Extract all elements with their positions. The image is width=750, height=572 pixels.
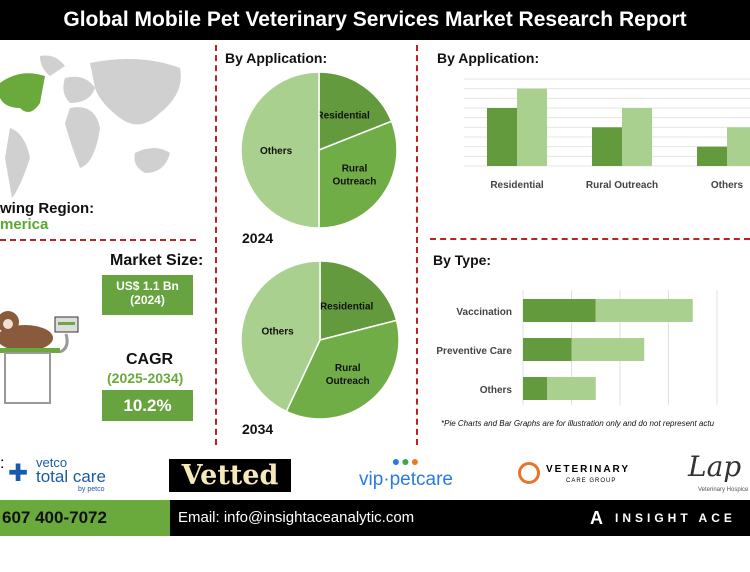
insightace-logo-icon: A bbox=[590, 508, 603, 528]
hbar-chart-title: By Type: bbox=[433, 252, 492, 268]
pie-year-2024: 2024 bbox=[242, 230, 274, 246]
dog-on-table-illustration bbox=[0, 311, 79, 404]
y-tick-label: Preventive Care bbox=[436, 346, 512, 357]
disclaimer: *Pie Charts and Bar Graphs are for illus… bbox=[441, 419, 715, 428]
stacked-bar-chart: Vaccination Preventive Care Others bbox=[436, 290, 718, 405]
bar-rural-outreach bbox=[622, 108, 652, 166]
pie-label: Outreach bbox=[326, 376, 370, 387]
brand-name: INSIGHT ACE A bbox=[615, 511, 736, 561]
vetted-logo: Vetted bbox=[169, 459, 291, 492]
market-size-label: Market Size: bbox=[110, 252, 204, 269]
cagr-label: CAGR bbox=[126, 351, 174, 368]
pie-slice-rural-outreach bbox=[285, 319, 400, 420]
pie-slice-rural-outreach bbox=[318, 120, 398, 229]
bar-others bbox=[697, 146, 727, 166]
divider bbox=[416, 45, 418, 445]
bar-others bbox=[547, 377, 596, 400]
divider bbox=[0, 239, 196, 241]
lap-of-love-logo: Lap of bbox=[688, 450, 750, 483]
region-value: merica bbox=[0, 216, 49, 233]
pie-slice-others bbox=[240, 71, 320, 229]
paw-icon bbox=[518, 462, 540, 484]
world-map bbox=[0, 55, 181, 198]
x-tick-label: Others bbox=[711, 180, 744, 191]
x-tick-label: Rural Outreach bbox=[586, 180, 658, 191]
email: Email: info@insightaceanalytic.com bbox=[178, 509, 415, 526]
bar-others bbox=[523, 377, 548, 400]
pie-label: Residential bbox=[316, 111, 370, 122]
pie-slice-residential bbox=[318, 71, 393, 152]
bar-vaccination bbox=[523, 299, 596, 322]
vetco-logo: ✚ vetco total care by petco bbox=[8, 455, 106, 493]
region-label: wing Region: bbox=[0, 200, 95, 217]
pie-label: Rural bbox=[335, 363, 361, 374]
x-tick-label: Residential bbox=[490, 180, 544, 191]
y-tick-label: Others bbox=[480, 385, 513, 396]
cross-icon: ✚ bbox=[8, 460, 29, 487]
logos-label: : bbox=[0, 455, 5, 472]
market-size-box: US$ 1.1 Bn (2024) bbox=[102, 275, 193, 315]
pie-label: Residential bbox=[320, 302, 374, 313]
bar-vaccination bbox=[595, 299, 693, 322]
pie-section-title: By Application: bbox=[225, 50, 328, 66]
market-size-year: (2024) bbox=[130, 293, 165, 307]
pie-chart-2024: Residential Rural Outreach Others bbox=[240, 71, 398, 229]
cagr-value: 10.2% bbox=[102, 390, 193, 421]
bar-residential bbox=[487, 108, 517, 166]
page-title: Global Mobile Pet Veterinary Services Ma… bbox=[0, 0, 750, 40]
phone-number: 607 400-7072 bbox=[0, 500, 170, 536]
pie-label: Rural bbox=[342, 164, 368, 175]
bar-chart-title: By Application: bbox=[437, 50, 540, 66]
bar-others bbox=[727, 127, 750, 166]
pie-label: Others bbox=[261, 327, 294, 338]
divider bbox=[430, 238, 750, 240]
bar-residential bbox=[517, 88, 547, 166]
divider bbox=[215, 45, 217, 445]
lap-of-love-subtitle: Veterinary Hospice bbox=[698, 487, 749, 493]
pie-year-2034: 2034 bbox=[242, 421, 274, 437]
vip-petcare-logo: ●●● vip·petcare bbox=[359, 453, 453, 490]
bar-rural-outreach bbox=[592, 127, 622, 166]
cagr-period: (2025-2034) bbox=[107, 370, 184, 386]
pie-label: Others bbox=[260, 146, 293, 157]
y-tick-label: Vaccination bbox=[456, 307, 512, 318]
market-size-value: US$ 1.1 Bn bbox=[116, 279, 179, 293]
bar-preventive-care bbox=[571, 338, 645, 361]
pie-label: Outreach bbox=[333, 177, 377, 188]
bar-preventive-care bbox=[523, 338, 572, 361]
pie-chart-2034: Residential Rural Outreach Others bbox=[240, 260, 400, 420]
pie-slice-residential bbox=[319, 260, 398, 341]
veterinary-care-group-logo: VETERINARY CARE GROUP bbox=[518, 462, 643, 488]
pie-slice-others bbox=[240, 260, 321, 413]
footer-bar: Email: info@insightaceanalytic.com A INS… bbox=[170, 500, 750, 561]
column-chart: Residential Rural Outreach Others bbox=[464, 78, 750, 191]
